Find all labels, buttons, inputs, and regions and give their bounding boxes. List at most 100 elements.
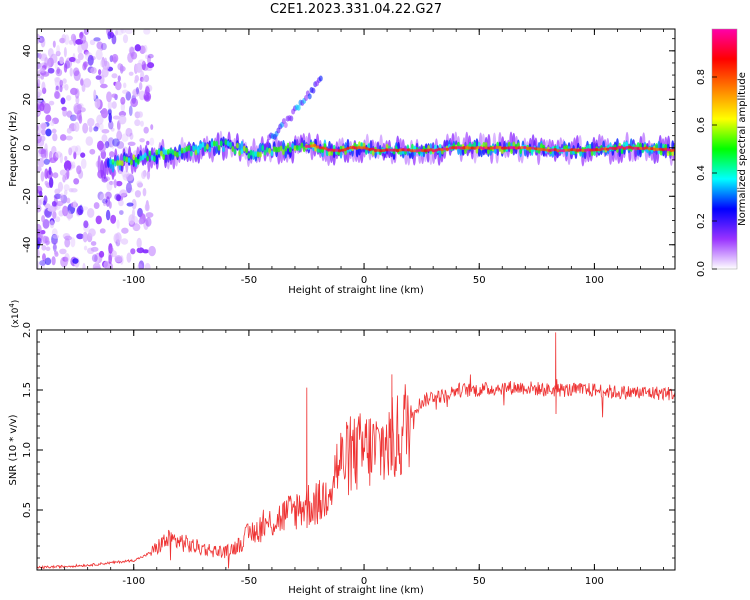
signal-blob (434, 149, 437, 160)
signal-blob (639, 146, 643, 151)
noise-blob (116, 219, 120, 229)
noise-blob (111, 53, 119, 63)
signal-blob (224, 139, 228, 146)
signal-blob (655, 143, 658, 150)
noise-blob (118, 199, 124, 207)
noise-blob (52, 40, 56, 48)
noise-blob (149, 137, 155, 146)
noise-blob (144, 94, 150, 101)
signal-blob (622, 146, 627, 150)
signal-blob (396, 149, 400, 153)
signal-blob (351, 145, 356, 150)
noise-blob (37, 133, 42, 144)
signal-blob (588, 143, 592, 150)
noise-blob (116, 194, 121, 202)
noise-blob (63, 46, 67, 58)
signal-blob (578, 148, 582, 152)
signal-blob (304, 144, 309, 149)
signal-blob (636, 146, 640, 150)
noise-blob (59, 193, 64, 201)
noise-blob (37, 152, 40, 158)
signal-blob (123, 155, 126, 162)
signal-blob (206, 143, 209, 150)
signal-blob (296, 104, 301, 111)
noise-blob (41, 129, 47, 136)
colorbar-tick-label: 0.2 (696, 213, 707, 229)
noise-blob (142, 249, 150, 254)
spectrogram-panel: -100 -50 0 50 100 -40 -20 0 20 40 Height of stra… (8, 28, 676, 296)
noise-blob (107, 31, 112, 40)
signal-blob (600, 147, 604, 151)
signal-blob (456, 145, 461, 150)
noise-blob (64, 34, 70, 45)
signal-blob (289, 115, 294, 122)
noise-blob (134, 75, 140, 82)
x-tick-label: 0 (361, 576, 367, 587)
signal-blob (570, 148, 574, 152)
noise-blob (109, 151, 115, 158)
signal-blob (302, 146, 306, 153)
signal-blob (437, 147, 441, 151)
signal-blob (385, 143, 389, 150)
noise-blob (64, 252, 70, 263)
noise-blob (127, 52, 134, 63)
noise-blob (49, 220, 55, 229)
signal-blob (300, 142, 304, 149)
noise-blob (143, 29, 151, 35)
noise-blob (62, 78, 67, 84)
signal-blob (495, 145, 499, 149)
signal-blob (277, 146, 281, 153)
noise-blob (76, 233, 84, 240)
noise-blob (39, 53, 48, 62)
noise-blob (95, 49, 103, 61)
signal-blob (650, 146, 654, 151)
noise-blob (112, 115, 121, 120)
noise-blob (103, 201, 107, 207)
noise-blob (39, 260, 47, 266)
noise-blob (133, 90, 137, 96)
noise-blob (146, 170, 151, 180)
signal-blob (512, 141, 516, 148)
noise-blob (137, 182, 143, 188)
figure-title: C2E1.2023.331.04.22.G27 (270, 2, 442, 17)
noise-blob (94, 98, 101, 109)
signal-blob (107, 157, 110, 168)
snr-y-multiplier-exp: 4 (8, 303, 16, 308)
signal-blob (423, 149, 428, 153)
noise-blob (105, 209, 111, 221)
signal-blob (411, 143, 414, 150)
signal-blob (215, 140, 219, 147)
noise-blob (52, 172, 59, 179)
noise-blob (116, 128, 122, 140)
noise-blob (145, 212, 154, 218)
noise-blob (88, 228, 96, 237)
signal-blob (501, 146, 505, 150)
signal-blob (608, 146, 613, 165)
noise-blob (139, 138, 145, 143)
noise-blob (70, 145, 79, 153)
signal-blob (240, 140, 244, 151)
noise-blob (59, 134, 67, 141)
noise-blob (70, 33, 77, 42)
signal-blob (510, 148, 513, 155)
signal-blob (664, 148, 668, 159)
noise-blob (125, 29, 133, 35)
noise-blob (120, 29, 127, 34)
noise-blob (59, 85, 63, 93)
signal-blob (523, 145, 527, 150)
noise-blob (68, 187, 74, 193)
signal-blob (183, 147, 186, 154)
colorbar-tick-label: 0.6 (696, 117, 707, 133)
signal-blob (332, 148, 336, 152)
noise-blob (40, 67, 46, 73)
signal-blob (313, 143, 317, 147)
signal-blob (473, 141, 477, 148)
signal-blob (150, 147, 154, 158)
noise-blob (40, 148, 47, 159)
signal-blob (445, 147, 450, 151)
signal-blob (307, 144, 311, 148)
noise-blob (59, 169, 67, 176)
signal-blob (442, 147, 447, 151)
signal-blob (639, 147, 642, 158)
signal-blob (507, 141, 511, 148)
